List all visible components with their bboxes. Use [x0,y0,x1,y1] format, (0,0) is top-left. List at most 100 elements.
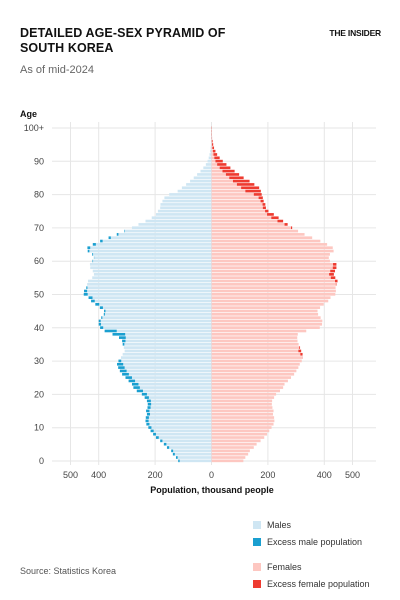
female-bar [211,216,272,220]
female-bar [211,156,215,160]
male-bar [94,299,212,303]
female-bar [211,402,272,406]
male-bar [173,449,212,453]
female-bar [211,283,336,286]
female-bar [211,226,292,230]
male-bar [87,286,212,290]
female-bar [211,259,330,263]
excess-female-bar [229,176,244,180]
male-bar [142,389,212,393]
female-bar [211,436,265,439]
female-bar [211,293,336,296]
male-bar [148,416,212,419]
x-tick-label: 200 [148,470,163,480]
female-bar [211,273,330,276]
male-bar [131,376,212,379]
male-bar [123,362,212,366]
female-bar [211,246,333,250]
excess-female-bar [329,273,334,276]
female-bar [211,329,307,333]
male-bar [146,392,212,396]
excess-male-bar [147,406,151,409]
male-bar [164,196,212,200]
chart-subtitle: As of mid-2024 [20,64,94,76]
male-bar [157,209,212,213]
excess-female-bar [330,269,336,273]
excess-male-bar [108,236,111,240]
excess-female-bar [271,216,279,220]
male-bar [125,339,212,343]
excess-female-bar [212,146,215,150]
excess-male-bar [99,306,103,309]
female-bar [211,256,329,260]
source-note: Source: Statistics Korea [20,566,117,576]
female-bar [211,199,261,203]
male-bar [207,159,212,163]
male-bar [90,266,212,270]
excess-male-bar [119,369,127,373]
brand-logo: THE INSIDER [329,28,381,38]
female-bar [211,213,268,216]
male-bar [118,233,212,236]
excess-male-bar [86,286,88,290]
male-bar [89,263,212,266]
excess-female-bar [225,173,240,176]
legend-label-excess-female: Excess female population [267,579,370,589]
male-bar [102,316,212,319]
female-bar [211,382,285,386]
excess-male-bar [104,329,117,333]
female-bar [211,346,300,349]
excess-male-bar [117,362,124,366]
female-bar [211,386,284,389]
excess-female-bar [219,166,231,170]
female-bar [211,169,223,173]
female-bar [211,452,249,456]
excess-male-bar [172,452,175,456]
male-bar [124,366,212,369]
female-bar [211,183,237,186]
female-bar [211,332,298,336]
excess-female-bar [332,266,337,270]
excess-male-bar [112,332,126,336]
male-bar [124,342,212,346]
male-bar [181,186,212,190]
female-bar [211,223,285,226]
male-bar [174,452,212,456]
excess-female-bar [262,206,266,210]
excess-male-bar [163,442,167,446]
excess-female-bar [335,279,338,283]
excess-male-bar [146,409,150,413]
female-bar [211,389,281,393]
excess-female-bar [298,349,302,353]
male-bar [210,149,212,153]
male-bar [177,189,212,193]
male-bar [122,352,212,356]
female-bar [211,426,272,429]
male-bar [95,243,212,246]
female-bar [211,196,259,200]
female-bar [211,309,318,313]
excess-female-swatch [253,580,261,588]
male-bar [139,386,212,389]
male-bar [151,402,212,406]
male-bar [138,382,212,386]
male-bar [210,143,212,146]
excess-male-bar [153,432,156,436]
male-bar [145,219,212,223]
excess-male-bar [146,422,150,426]
male-bar [87,293,212,296]
excess-female-bar [265,209,269,213]
male-bar [208,156,212,160]
male-bar [190,179,212,183]
male-bar [150,406,212,409]
male-bar [93,253,212,256]
female-bar [211,352,301,356]
male-bar [160,203,212,206]
y-tick-label: 60 [34,256,44,266]
female-bar [211,392,277,396]
male-bar [93,259,212,263]
excess-female-bar [258,196,263,200]
male-bar [150,412,212,416]
female-bar [211,173,226,176]
legend-item-excess-male: Excess male population [253,535,370,549]
